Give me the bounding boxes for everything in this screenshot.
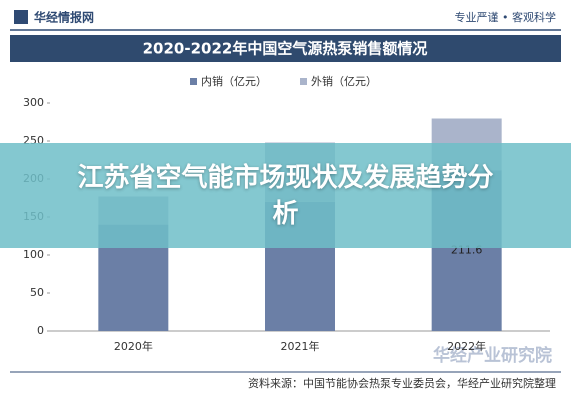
logo: 华经情报网: [34, 10, 94, 25]
x-tick-label: 2021年: [281, 339, 320, 353]
x-tick-label: 2020年: [114, 339, 153, 353]
legend-swatch: [300, 78, 307, 85]
y-tick-label: 50: [30, 286, 44, 299]
legend-label: 外销（亿元）: [311, 74, 377, 88]
title-bar: [10, 35, 561, 62]
source: 资料来源：中国节能协会热泵专业委员会，华经产业研究院整理: [248, 376, 556, 390]
legend-swatch: [190, 78, 197, 85]
banner: 江苏省空气能市场现状及发展趋势分析: [0, 143, 571, 248]
watermark: 华经产业研究院: [433, 345, 552, 366]
y-tick-label: 100: [23, 248, 44, 261]
x-tick-label: 2022年: [447, 339, 486, 353]
legend-label: 内销（亿元）: [201, 74, 267, 88]
y-tick-label: 0: [37, 324, 44, 337]
logo-icon: [14, 10, 28, 24]
chart-title: 2020-2022年中国空气源热泵销售额情况: [143, 40, 428, 58]
y-tick-label: 300: [23, 96, 44, 109]
slogan: 专业严谨 • 客观科学: [455, 10, 556, 24]
